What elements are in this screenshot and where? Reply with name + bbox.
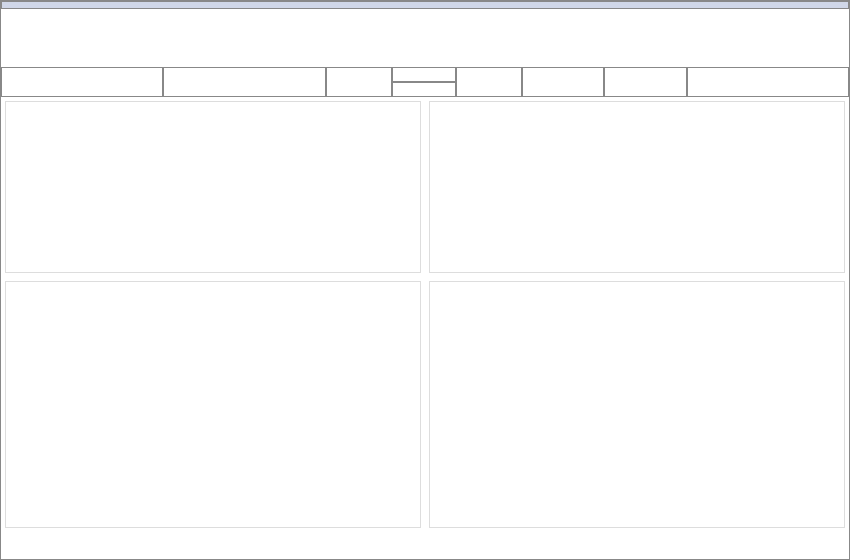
bottom-row xyxy=(1,277,849,532)
chart1-svg xyxy=(6,102,420,272)
sub-pad-right xyxy=(687,67,849,97)
sub-isoldom xyxy=(456,67,522,97)
sub-ricoverati xyxy=(326,67,392,97)
footer xyxy=(1,532,849,536)
pie-svg xyxy=(430,286,844,521)
sub-sierolog xyxy=(604,67,686,97)
map-svg xyxy=(6,286,420,516)
map-panel xyxy=(5,281,421,528)
pie-panel xyxy=(429,281,845,528)
chart2-svg xyxy=(430,102,844,272)
stats-row xyxy=(1,9,849,67)
sub-terint xyxy=(392,67,456,82)
sub-pad-left xyxy=(1,67,163,97)
sub-pad-left2 xyxy=(163,67,325,97)
sub-nonint xyxy=(392,82,456,97)
sub-stats-row xyxy=(1,67,849,97)
charts-row xyxy=(1,97,849,277)
sub-clinic xyxy=(522,67,604,97)
header xyxy=(1,1,849,97)
chart-positivi xyxy=(5,101,421,273)
page-title xyxy=(1,1,849,9)
chart-guariti xyxy=(429,101,845,273)
